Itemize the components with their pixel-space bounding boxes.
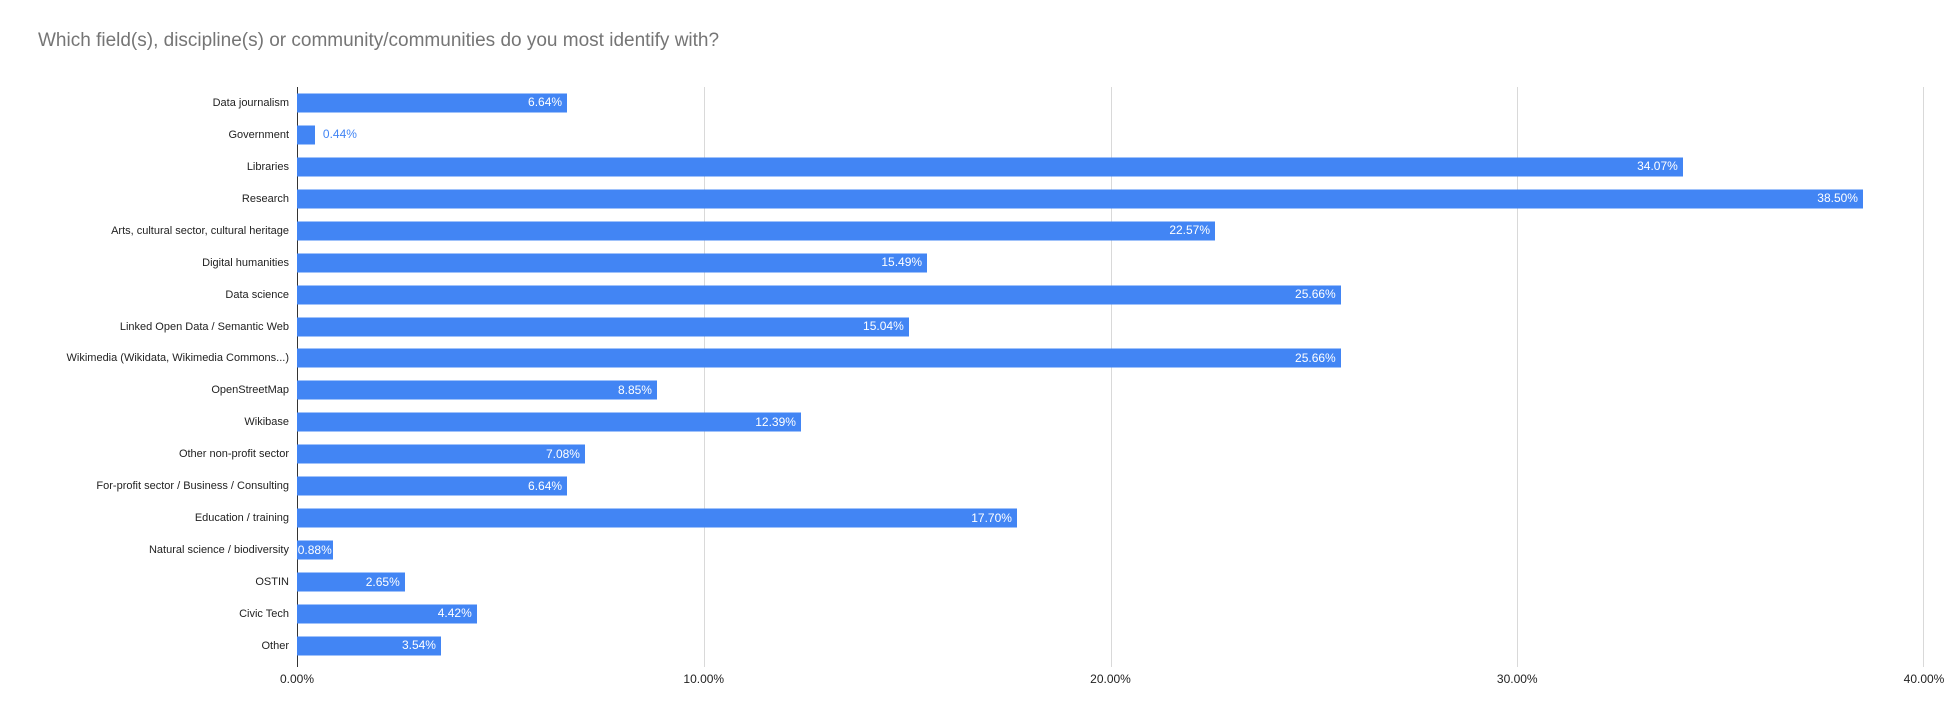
bar[interactable]: 0.44%	[297, 125, 357, 145]
value-label: 7.08%	[545, 446, 580, 461]
bar-row: Natural science / biodiversity 0.88%	[149, 534, 1924, 566]
bar[interactable]: 22.57%	[297, 221, 1216, 241]
category-label: Natural science / biodiversity	[148, 544, 289, 557]
bar[interactable]: 4.42%	[297, 604, 477, 624]
x-tick-label: 30.00%	[1496, 672, 1538, 686]
bar[interactable]: 6.64%	[297, 93, 568, 113]
category-label: Civic Tech	[239, 607, 289, 620]
category-label: Other	[261, 639, 289, 652]
category-label: For-profit sector / Business / Consultin…	[96, 480, 289, 493]
bar[interactable]: 2.65%	[297, 572, 405, 592]
bar-row: Other non-profit sector 7.08%	[179, 438, 1924, 470]
value-label: 0.44%	[322, 127, 357, 142]
bar-row: OpenStreetMap 8.85%	[211, 374, 1924, 406]
bar-row: OSTIN 2.65%	[255, 566, 1924, 598]
x-tick-label: 20.00%	[1090, 672, 1131, 686]
bar[interactable]: 25.66%	[297, 348, 1341, 368]
category-label: Other non-profit sector	[178, 448, 289, 461]
bar-row: Linked Open Data / Semantic Web 15.04%	[120, 311, 1924, 343]
bar-row: Wikibase 12.39%	[244, 406, 1924, 438]
category-label: Digital humanities	[202, 256, 289, 269]
bar[interactable]: 25.66%	[297, 285, 1341, 305]
value-label: 4.42%	[437, 606, 472, 621]
category-label: Linked Open Data / Semantic Web	[119, 320, 289, 333]
value-label: 12.39%	[755, 414, 796, 429]
bar[interactable]: 3.54%	[297, 636, 441, 656]
bar-row: For-profit sector / Business / Consultin…	[96, 470, 1924, 502]
value-label: 34.07%	[1637, 159, 1678, 174]
category-label: Arts, cultural sector, cultural heritage	[111, 224, 289, 237]
bar-row: Research 38.50%	[242, 183, 1924, 215]
value-label: 2.65%	[365, 574, 400, 589]
category-label: OpenStreetMap	[211, 384, 289, 397]
value-label: 6.64%	[528, 95, 563, 110]
bar[interactable]: 0.88%	[297, 540, 333, 560]
bar-row: Data science 25.66%	[225, 279, 1924, 311]
gridline	[703, 87, 705, 667]
value-label: 25.66%	[1295, 350, 1336, 365]
category-label: Data science	[225, 288, 289, 301]
value-label: 15.49%	[881, 255, 923, 270]
bar-row: Wikimedia (Wikidata, Wikimedia Commons..…	[67, 343, 1924, 375]
y-axis-line	[297, 87, 298, 667]
bar-row: Libraries 34.07%	[247, 151, 1924, 183]
value-label: 22.57%	[1169, 223, 1211, 238]
bar-row: Data journalism 6.64%	[213, 87, 1924, 119]
x-tick-label: 0.00%	[279, 672, 315, 686]
gridline	[1923, 87, 1924, 667]
bar[interactable]: 12.39%	[297, 412, 801, 432]
value-label: 25.66%	[1295, 287, 1336, 302]
value-label: 38.50%	[1817, 191, 1858, 206]
value-label: 6.64%	[528, 478, 563, 493]
value-label: 3.54%	[401, 638, 436, 653]
gridline	[1517, 87, 1519, 667]
category-label: Wikimedia (Wikidata, Wikimedia Commons..…	[66, 352, 289, 365]
x-tick-label: 40.00%	[1903, 672, 1945, 686]
bar[interactable]: 15.49%	[297, 253, 928, 273]
category-label: Government	[228, 128, 289, 141]
category-label: OSTIN	[255, 576, 289, 589]
bar[interactable]: 8.85%	[297, 380, 657, 400]
bar[interactable]: 6.64%	[297, 476, 568, 496]
bar-rows: Data journalism 6.64% Government 0.44% Libra…	[67, 87, 1924, 662]
chart-title: Which field(s), discipline(s) or communi…	[38, 30, 720, 51]
bar-row: Civic Tech 4.42%	[239, 598, 1924, 630]
bar[interactable]: 7.08%	[297, 444, 585, 464]
category-label: Libraries	[246, 160, 289, 173]
bar-row: Digital humanities 15.49%	[202, 247, 1924, 279]
bar[interactable]: 38.50%	[297, 189, 1863, 209]
gridline	[1110, 87, 1112, 667]
bar-row: Education / training 17.70%	[195, 502, 1924, 534]
category-label: Wikibase	[244, 416, 289, 429]
bar-row: Government 0.44%	[228, 119, 1924, 151]
value-label: 0.88%	[297, 542, 332, 557]
category-label: Research	[241, 192, 289, 205]
bar-row: Arts, cultural sector, cultural heritage…	[111, 215, 1924, 247]
category-label: Data journalism	[212, 96, 289, 109]
value-label: 8.85%	[617, 382, 652, 397]
bar-row: Other 3.54%	[261, 630, 1924, 662]
category-label: Education / training	[194, 512, 289, 525]
value-label: 17.70%	[971, 510, 1012, 525]
bar[interactable]: 34.07%	[297, 157, 1683, 177]
plot-area: Data journalism 6.64% Government 0.44% Libra…	[67, 87, 1944, 686]
bar[interactable]: 15.04%	[297, 317, 909, 337]
x-tick-label: 10.00%	[683, 672, 725, 686]
value-label: 15.04%	[863, 319, 904, 334]
bar[interactable]: 17.70%	[297, 508, 1017, 528]
